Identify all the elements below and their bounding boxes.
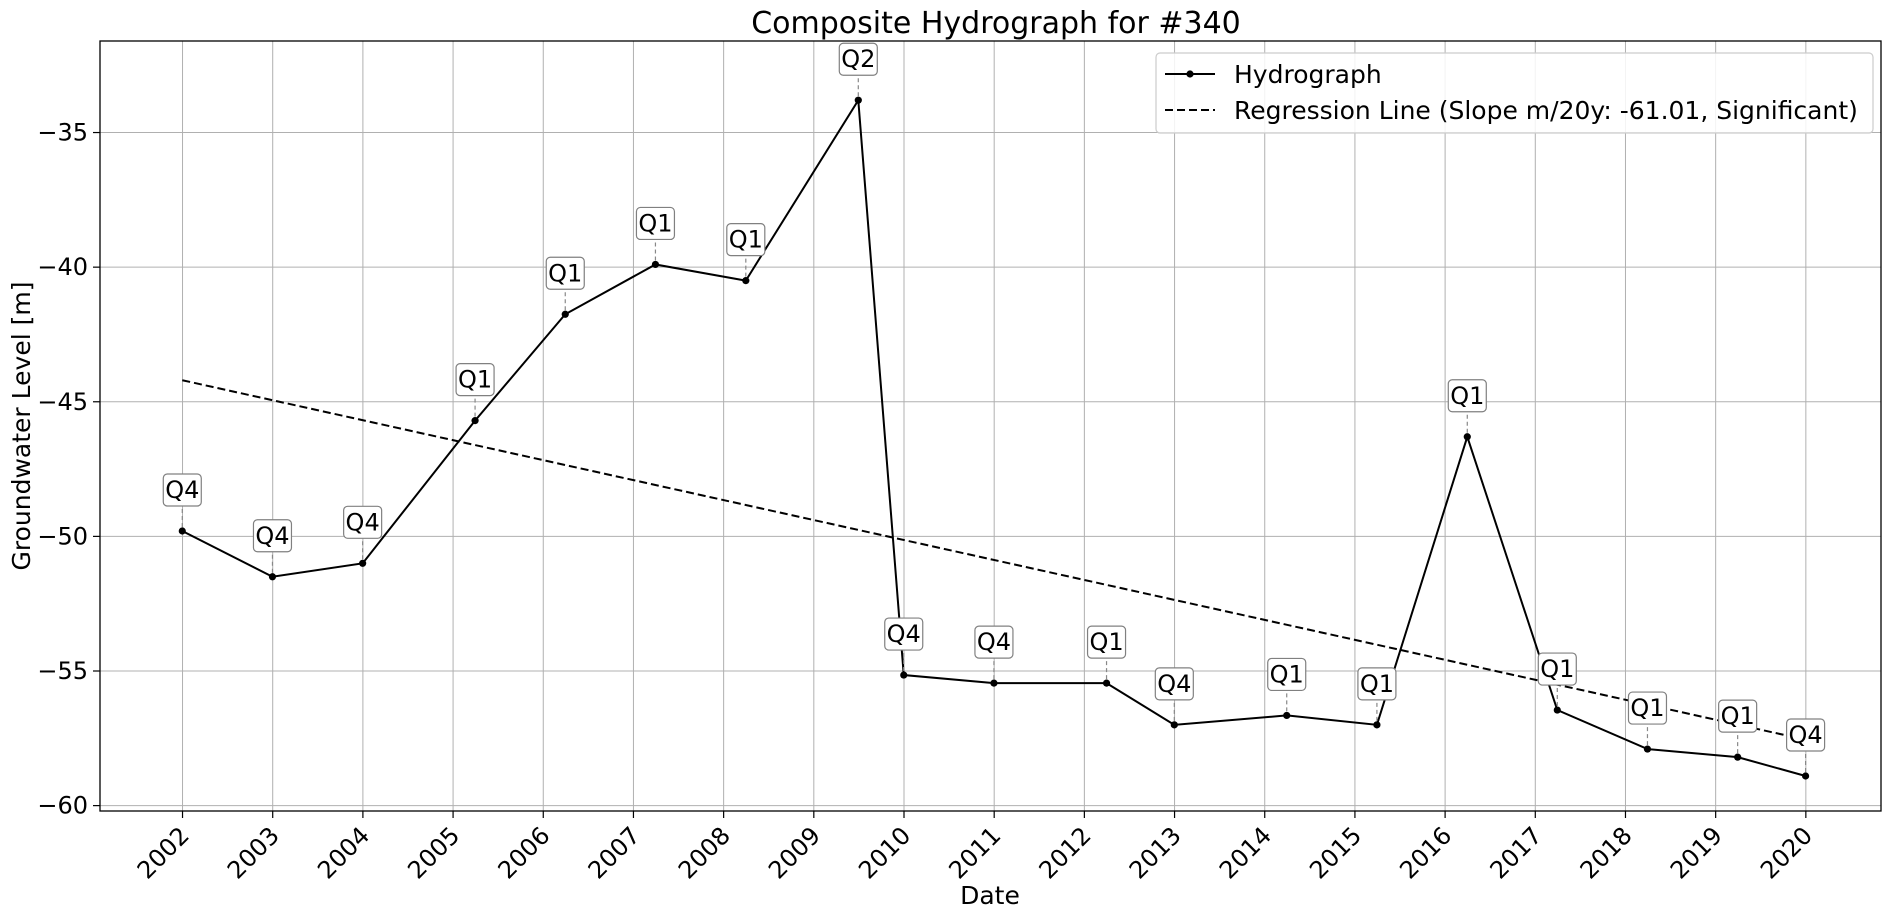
quarter-label: Q4 [1157,670,1191,698]
hydrograph-point [651,260,660,269]
x-tick-label: 2016 [1394,821,1457,884]
legend-box [1155,52,1874,134]
hydrograph-point [1373,721,1381,729]
y-tick-label: −60 [37,792,88,820]
annotation-box [1357,667,1397,701]
x-tick-label: 2008 [673,821,736,884]
annotation-box [726,223,766,257]
legend: Hydrograph Regression Line (Slope m/20y: … [1155,52,1874,134]
y-axis-label: Groundwater Level [m] [7,282,36,571]
annotation-box [635,206,676,241]
hydrograph-point [268,573,277,581]
annotation-box [162,473,202,507]
hydrograph-point [1734,753,1742,761]
x-tick-label: 2003 [222,821,285,884]
annotation-box [1627,691,1668,725]
hydrograph-point [1283,711,1291,720]
x-tick-label: 2004 [312,821,375,884]
y-tick-label: −50 [37,522,88,550]
quarter-label: Q4 [165,476,199,504]
hydrograph-point [1170,721,1178,729]
legend-hydrograph-label: Hydrograph [1234,60,1382,89]
annotation-box [1718,699,1758,733]
x-tick-label: 2020 [1755,821,1818,884]
x-axis-label: Date [960,881,1020,910]
hydrograph-point [178,527,186,535]
annotation-box [1086,625,1127,659]
quarter-label: Q2 [841,45,875,73]
annotation-box [252,519,293,553]
quarter-label: Q1 [1270,660,1304,688]
x-tick-label: 2006 [493,821,556,884]
x-tick-label: 2014 [1214,821,1277,884]
annotation-box [545,256,585,290]
quarter-label: Q1 [1630,694,1664,722]
quarter-label: Q1 [729,226,763,254]
x-tick-label: 2018 [1575,821,1638,884]
x-tick-label: 2002 [132,821,195,884]
y-tick-label: −35 [37,119,88,147]
hydrograph-point [990,679,998,687]
plot-area [178,96,1810,780]
x-tick-label: 2005 [402,821,465,884]
quarter-annotations: Q4 Q4 Q4 Q1 Q1 Q1 Q1 Q2 Q4 Q4 Q1 Q4 Q1 Q1 Q1 Q1 Q1 Q1 Q4 [162,42,1826,772]
hydrograph-point [1553,706,1561,714]
y-axis: −60 −55 −50 −45 −40 −35 [37,119,100,820]
quarter-label: Q4 [1789,721,1823,749]
quarter-label: Q1 [1089,628,1123,656]
y-tick-label: −55 [37,657,88,685]
x-axis: 2002 2003 2004 2005 2006 2007 2008 2009 2010 2011… [132,811,1818,884]
quarter-label: Q1 [638,209,672,237]
hydrograph-point [742,277,750,285]
quarter-label: Q1 [458,366,492,394]
grid [100,41,1881,811]
hydrograph-point [854,96,862,104]
annotation-box [1267,657,1307,692]
hydrograph-point [900,671,908,679]
chart-title: Composite Hydrograph for #340 [751,6,1241,41]
legend-regression-label: Regression Line (Slope m/20y: -61.01, Si… [1234,96,1858,125]
annotation-box [884,617,924,651]
legend-hydrograph-marker [1186,70,1194,78]
quarter-label: Q4 [255,522,289,550]
regression-line [182,379,1806,741]
y-tick-label: −45 [37,388,88,416]
x-tick-label: 2012 [1034,821,1097,884]
quarter-label: Q4 [346,508,380,536]
hydrograph-point [1463,433,1471,441]
annotation-box [343,505,383,539]
hydrograph-point [1643,745,1652,753]
hydrograph-point [359,559,367,567]
hydrograph-point [1102,679,1111,687]
quarter-label: Q1 [1450,382,1484,410]
x-tick-label: 2017 [1485,821,1548,884]
y-tick-label: −40 [37,253,88,281]
x-tick-label: 2019 [1665,821,1728,884]
annotation-box [455,363,495,397]
quarter-label: Q1 [548,259,582,287]
x-tick-label: 2015 [1304,821,1367,884]
quarter-label: Q4 [887,620,921,648]
annotation-box [1785,718,1826,752]
x-tick-label: 2010 [853,821,916,884]
annotation-box [1447,379,1487,413]
quarter-label: Q1 [1540,655,1574,683]
x-tick-label: 2013 [1124,821,1187,884]
annotation-box [1537,652,1577,686]
annotation-box [974,625,1014,659]
annotation-box [1154,667,1194,701]
hydrograph-point [471,417,479,425]
hydrograph-point [561,310,569,318]
quarter-label: Q1 [1360,670,1394,698]
plot-frame [99,40,1882,812]
x-tick-label: 2009 [763,821,826,884]
hydrograph-point [1801,772,1810,780]
x-tick-label: 2007 [583,821,646,884]
annotation-box [838,42,878,76]
x-tick-label: 2011 [943,821,1006,884]
quarter-label: Q1 [1721,702,1755,730]
quarter-label: Q4 [977,628,1011,656]
